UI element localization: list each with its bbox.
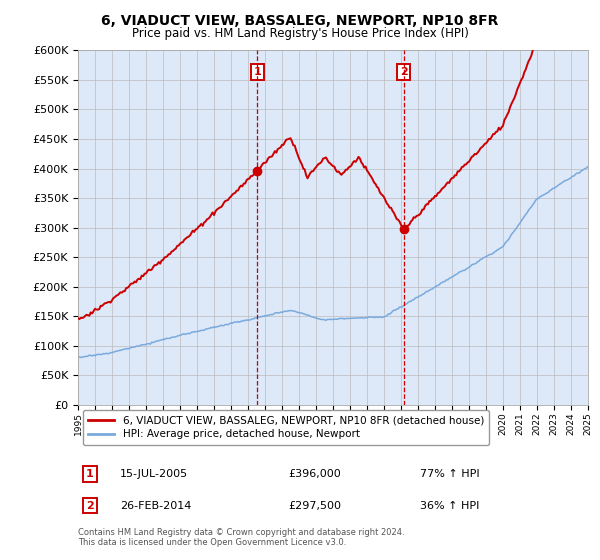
Text: 77% ↑ HPI: 77% ↑ HPI	[420, 469, 479, 479]
Text: 1: 1	[86, 469, 94, 479]
Text: 1: 1	[253, 67, 261, 77]
Text: 36% ↑ HPI: 36% ↑ HPI	[420, 501, 479, 511]
Text: 6, VIADUCT VIEW, BASSALEG, NEWPORT, NP10 8FR: 6, VIADUCT VIEW, BASSALEG, NEWPORT, NP10…	[101, 14, 499, 28]
Text: Price paid vs. HM Land Registry's House Price Index (HPI): Price paid vs. HM Land Registry's House …	[131, 27, 469, 40]
Text: 2: 2	[86, 501, 94, 511]
Text: £297,500: £297,500	[288, 501, 341, 511]
Text: 26-FEB-2014: 26-FEB-2014	[120, 501, 191, 511]
Legend: 6, VIADUCT VIEW, BASSALEG, NEWPORT, NP10 8FR (detached house), HPI: Average pric: 6, VIADUCT VIEW, BASSALEG, NEWPORT, NP10…	[83, 410, 490, 445]
Text: £396,000: £396,000	[288, 469, 341, 479]
Text: 15-JUL-2005: 15-JUL-2005	[120, 469, 188, 479]
Text: Contains HM Land Registry data © Crown copyright and database right 2024.
This d: Contains HM Land Registry data © Crown c…	[78, 528, 404, 547]
Text: 2: 2	[400, 67, 407, 77]
